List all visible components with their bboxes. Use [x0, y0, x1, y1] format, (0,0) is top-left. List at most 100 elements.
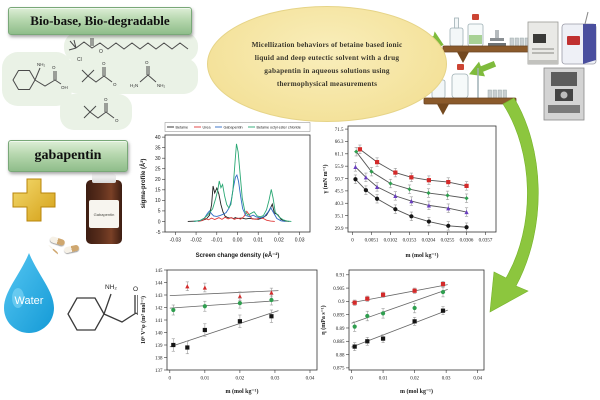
bio-components-structures: Cl O NH₂ O OH O O O H₂N NH₂ O O [2, 32, 198, 130]
svg-text:0.03: 0.03 [442, 377, 451, 382]
svg-text:138: 138 [155, 356, 163, 361]
svg-text:40: 40 [155, 135, 161, 141]
lab-shelves-area [418, 11, 597, 121]
b2-o-label: O [104, 97, 108, 102]
svg-text:25: 25 [155, 167, 161, 173]
svg-text:40.3: 40.3 [335, 202, 344, 207]
svg-text:0.02: 0.02 [236, 377, 245, 382]
svg-text:35.1: 35.1 [335, 214, 344, 219]
chloride-label: Cl [77, 57, 82, 63]
title-line: thermophysical measurements [276, 79, 378, 88]
svg-text:m (mol kg⁻¹): m (mol kg⁻¹) [226, 388, 259, 395]
svg-text:0: 0 [158, 219, 161, 225]
svg-text:0.04: 0.04 [306, 377, 315, 382]
svg-text:139: 139 [155, 344, 163, 349]
svg-text:0.04: 0.04 [473, 377, 482, 382]
viscosity-chart: 0 0.01 0.02 0.03 0.04 0.875 0.88 0.885 0.89 0.895… [318, 262, 494, 398]
title-line: Micellization behaviors of betaine based… [251, 40, 403, 49]
svg-text:5: 5 [158, 209, 161, 215]
svg-text:sigma-profile (Å²): sigma-profile (Å²) [140, 159, 147, 209]
svg-text:0.01: 0.01 [253, 238, 263, 244]
svg-text:141: 141 [155, 319, 163, 324]
urea-structure [139, 66, 157, 83]
svg-text:m (mol kg⁻¹): m (mol kg⁻¹) [400, 388, 433, 395]
flow-arrow-curved-icon [489, 97, 539, 313]
svg-text:142: 142 [155, 306, 163, 311]
svg-text:30: 30 [155, 156, 161, 162]
svg-text:0.01: 0.01 [200, 377, 209, 382]
pill-bottle-cap [92, 172, 116, 183]
plus-icon [12, 178, 56, 222]
svg-text:50.7: 50.7 [335, 177, 344, 182]
svg-text:20: 20 [155, 177, 161, 183]
svg-text:71.5: 71.5 [335, 128, 344, 133]
surface-tension-chart: 0 0.0051 0.0102 0.0153 0.0204 0.0255 0.0306 0.0… [320, 120, 504, 262]
flow-arrow-icon [469, 60, 497, 77]
svg-text:0.03: 0.03 [271, 377, 280, 382]
svg-text:0.0102: 0.0102 [384, 239, 398, 244]
svg-text:0.89: 0.89 [336, 327, 345, 332]
svg-text:Urea: Urea [203, 126, 212, 130]
svg-text:140: 140 [155, 331, 163, 336]
svg-text:137: 137 [155, 369, 163, 374]
svg-text:0.0255: 0.0255 [441, 239, 455, 244]
title-line: gabapentin in aqueous solutions using [264, 66, 390, 75]
svg-text:-0.01: -0.01 [211, 238, 223, 244]
svg-text:0: 0 [351, 239, 354, 244]
svg-text:0.01: 0.01 [379, 377, 388, 382]
carbonyl-o-label: O [52, 65, 56, 70]
svg-text:145: 145 [155, 269, 163, 274]
gabapentin-banner: gabapentin [8, 140, 128, 172]
svg-text:10⁶ V°φ (m³ mol⁻¹): 10⁶ V°φ (m³ mol⁻¹) [140, 296, 147, 344]
capsule [49, 235, 66, 247]
svg-text:0.00: 0.00 [233, 238, 243, 244]
sigma-profile-chart: -0.03 -0.02 -0.01 0.00 0.01 0.02 0.03 -5 0 5 10 15 2… [138, 120, 320, 262]
title-line: liquid and deep eutectic solvent with a … [254, 53, 400, 62]
svg-text:m (mol kg⁻¹): m (mol kg⁻¹) [406, 252, 439, 259]
water-drop-icon [4, 253, 55, 334]
svg-text:35: 35 [155, 145, 161, 151]
nh2-label: NH₂ [37, 62, 45, 67]
betaine-structure [81, 67, 113, 83]
betaine-o2-label: O [113, 82, 117, 87]
svg-text:-0.03: -0.03 [170, 238, 182, 244]
svg-text:10: 10 [155, 198, 161, 204]
water-label: Water [14, 295, 44, 307]
svg-text:15: 15 [155, 188, 161, 194]
betaine-structure-2 [83, 103, 115, 119]
svg-text:0.02: 0.02 [410, 377, 419, 382]
instrument-photo-tensiometer [561, 11, 597, 65]
gabapentin-structure-small [12, 67, 62, 90]
svg-text:66.3: 66.3 [335, 140, 344, 145]
b2-o2-label: O [115, 118, 119, 123]
svg-text:0.875: 0.875 [333, 367, 345, 372]
svg-text:Gabapentin: Gabapentin [224, 126, 243, 130]
svg-text:61.1: 61.1 [335, 153, 344, 158]
svg-text:-0.02: -0.02 [190, 238, 202, 244]
svg-text:0.0204: 0.0204 [422, 239, 436, 244]
gabapentin-bottle-photo: Gabapentin [38, 166, 136, 264]
svg-text:Betaine: Betaine [176, 126, 189, 130]
top-shelf [442, 14, 534, 63]
svg-text:0.88: 0.88 [336, 353, 345, 358]
svg-text:0.885: 0.885 [333, 340, 345, 345]
svg-text:Screen change density (eÅ⁻²): Screen change density (eÅ⁻²) [196, 252, 280, 259]
ester-o-label: O [99, 49, 103, 55]
bio-base-banner: Bio-base, Bio-degradable [8, 7, 192, 35]
instrument-photo-density-meter [527, 21, 559, 65]
svg-text:0.03: 0.03 [295, 238, 305, 244]
svg-text:0.0357: 0.0357 [479, 239, 493, 244]
svg-text:144: 144 [155, 281, 163, 286]
urea-nh2-label: NH₂ [157, 83, 165, 88]
svg-text:-5: -5 [156, 230, 161, 236]
svg-text:143: 143 [155, 294, 163, 299]
svg-text:0.9: 0.9 [338, 300, 345, 305]
svg-text:γ (mN m⁻¹): γ (mN m⁻¹) [322, 164, 329, 194]
svg-text:29.9: 29.9 [335, 227, 344, 232]
svg-text:Betaine octyl ester chloride: Betaine octyl ester chloride [257, 126, 301, 130]
apparent-molar-volume-chart: 0 0.01 0.02 0.03 0.04 137 138 139 140 141 142 143 14… [138, 262, 325, 398]
betaine-octyl-ester-structure [68, 38, 189, 51]
svg-text:55.9: 55.9 [335, 165, 344, 170]
svg-text:0: 0 [350, 377, 353, 382]
pill-bottle-label: Gabapentin [89, 200, 119, 228]
